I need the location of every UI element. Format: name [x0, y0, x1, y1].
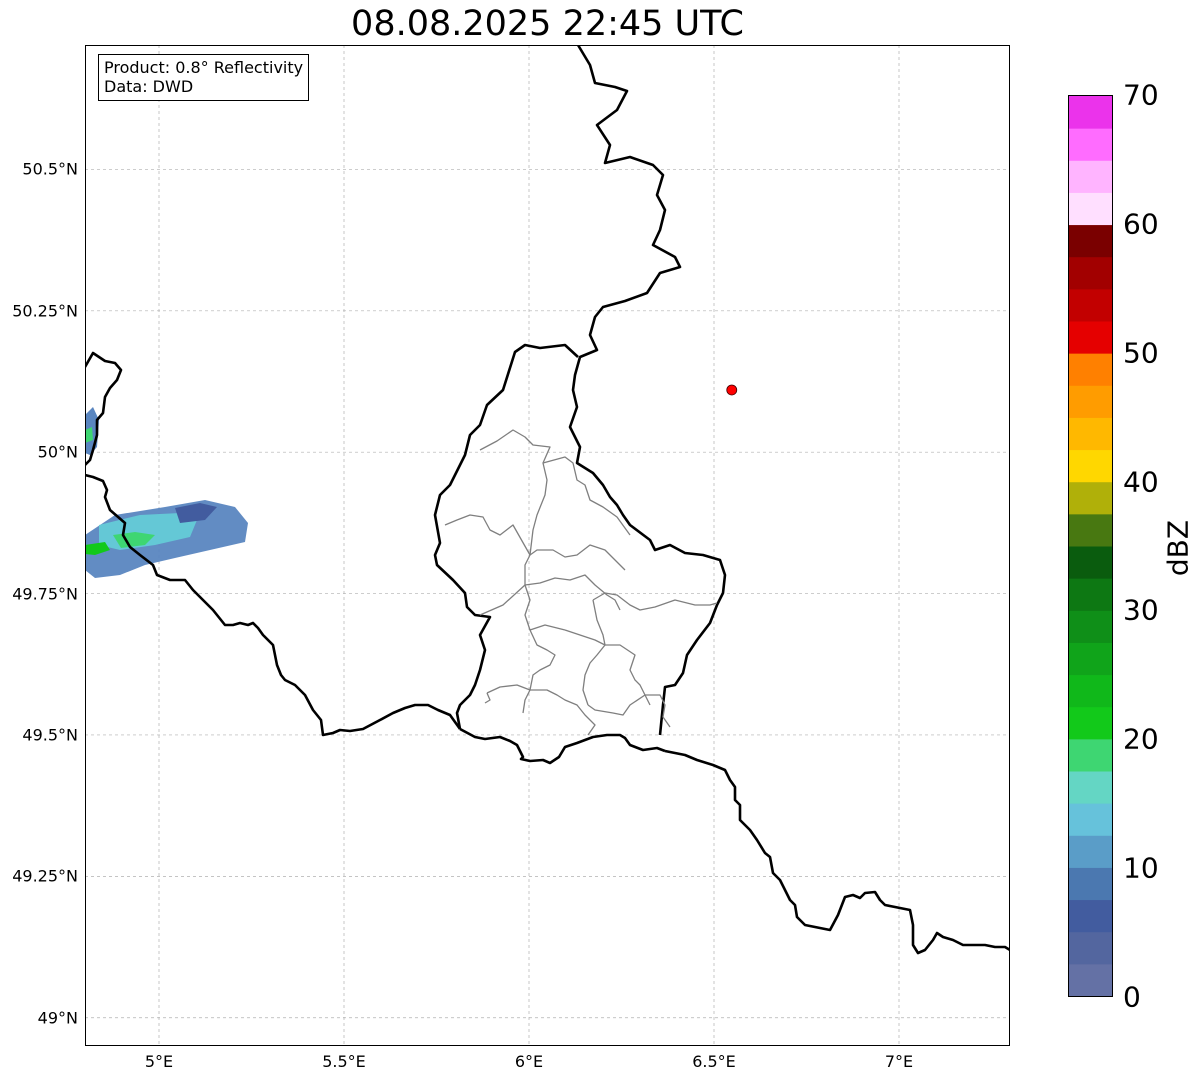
colorbar	[1068, 95, 1113, 997]
colorbar-segment	[1069, 963, 1112, 996]
canton-boundary	[524, 574, 621, 611]
x-tick-label: 6.5°E	[692, 1052, 736, 1071]
border-luxembourg-france	[459, 727, 666, 765]
canton-boundary	[582, 599, 606, 706]
colorbar-segment	[1069, 481, 1112, 515]
colorbar-segment	[1069, 931, 1112, 965]
canton-boundary	[522, 629, 556, 714]
border-belgium-france	[85, 473, 462, 737]
data-source-label: Data: DWD	[104, 77, 194, 96]
colorbar-segment	[1069, 417, 1112, 451]
radar-site-layer	[726, 384, 738, 396]
canton-boundary	[484, 692, 491, 704]
colorbar-segment	[1069, 578, 1112, 611]
colorbar-segment	[1069, 867, 1112, 901]
canton-boundary	[444, 514, 626, 571]
colorbar-segment	[1069, 449, 1112, 483]
colorbar-segment	[1069, 674, 1112, 708]
y-tick-label: 49°N	[37, 1008, 78, 1028]
map-title: 08.08.2025 22:45 UTC	[351, 4, 744, 44]
colorbar-unit-label: dBZ	[1161, 519, 1195, 577]
gridlines	[85, 45, 1010, 1046]
colorbar-segment	[1069, 224, 1112, 258]
colorbar-segment	[1069, 256, 1112, 290]
colorbar-segment	[1069, 738, 1112, 772]
echo-band	[85, 542, 110, 555]
canton-boundary	[479, 429, 551, 556]
x-tick-label: 5°E	[144, 1052, 174, 1071]
x-tick-label: 6°E	[514, 1052, 544, 1071]
x-tick-label: 7°E	[884, 1052, 914, 1071]
radar-echoes	[85, 407, 248, 578]
echo-band	[175, 503, 217, 523]
border-france-germany	[664, 749, 1010, 955]
colorbar-segment	[1069, 96, 1112, 129]
colorbar-tick-label: 10	[1123, 851, 1159, 885]
canton-boundary	[542, 456, 631, 536]
canton-boundary	[479, 584, 526, 616]
canton-boundary	[592, 592, 718, 611]
colorbar-segment	[1069, 803, 1112, 836]
border-germany-belgium-north	[568, 45, 727, 736]
canton-borders	[444, 429, 718, 736]
y-tick-label: 50.5°N	[22, 159, 78, 179]
canton-boundary	[524, 554, 531, 585]
border-belgium-luxembourg	[433, 343, 579, 730]
canton-boundary	[486, 684, 596, 736]
y-tick-label: 50.25°N	[12, 301, 78, 321]
colorbar-segment	[1069, 899, 1112, 933]
y-tick-label: 49.5°N	[22, 725, 78, 745]
colorbar-tick-label: 40	[1123, 465, 1159, 499]
colorbar-segment	[1069, 321, 1112, 354]
product-info-box: Product: 0.8° Reflectivity Data: DWD	[98, 54, 310, 101]
canton-boundary	[587, 694, 671, 728]
radar-site-marker[interactable]	[726, 384, 738, 396]
colorbar-segment	[1069, 835, 1112, 868]
border-northwest	[85, 351, 123, 466]
x-tick-label: 5.5°E	[322, 1052, 366, 1071]
colorbar-tick-label: 60	[1123, 207, 1159, 241]
y-tick-label: 49.75°N	[12, 584, 78, 604]
colorbar-segment	[1069, 546, 1112, 579]
y-tick-label: 49.25°N	[12, 866, 78, 886]
colorbar-tick-label: 50	[1123, 336, 1159, 370]
colorbar-segment	[1069, 513, 1112, 547]
canton-boundary	[524, 584, 566, 631]
colorbar-segment	[1069, 160, 1112, 193]
colorbar-segment	[1069, 706, 1112, 740]
colorbar-tick-label: 0	[1123, 980, 1141, 1014]
colorbar-segment	[1069, 128, 1112, 161]
map-frame-border	[85, 45, 1010, 1046]
colorbar-segment	[1069, 192, 1112, 226]
colorbar-segment	[1069, 353, 1112, 386]
canton-boundary	[564, 629, 651, 706]
colorbar-segment	[1069, 771, 1112, 804]
colorbar-tick-label: 20	[1123, 722, 1159, 756]
echo-band	[85, 427, 93, 443]
product-label: Product: 0.8° Reflectivity	[104, 58, 304, 77]
map-area[interactable]	[85, 45, 1010, 1046]
colorbar-tick-label: 70	[1123, 78, 1159, 112]
colorbar-segment	[1069, 610, 1112, 643]
colorbar-segment	[1069, 385, 1112, 418]
y-tick-label: 50°N	[37, 442, 78, 462]
country-borders	[85, 45, 1010, 955]
colorbar-tick-label: 30	[1123, 593, 1159, 627]
colorbar-segment	[1069, 642, 1112, 676]
colorbar-segment	[1069, 288, 1112, 322]
